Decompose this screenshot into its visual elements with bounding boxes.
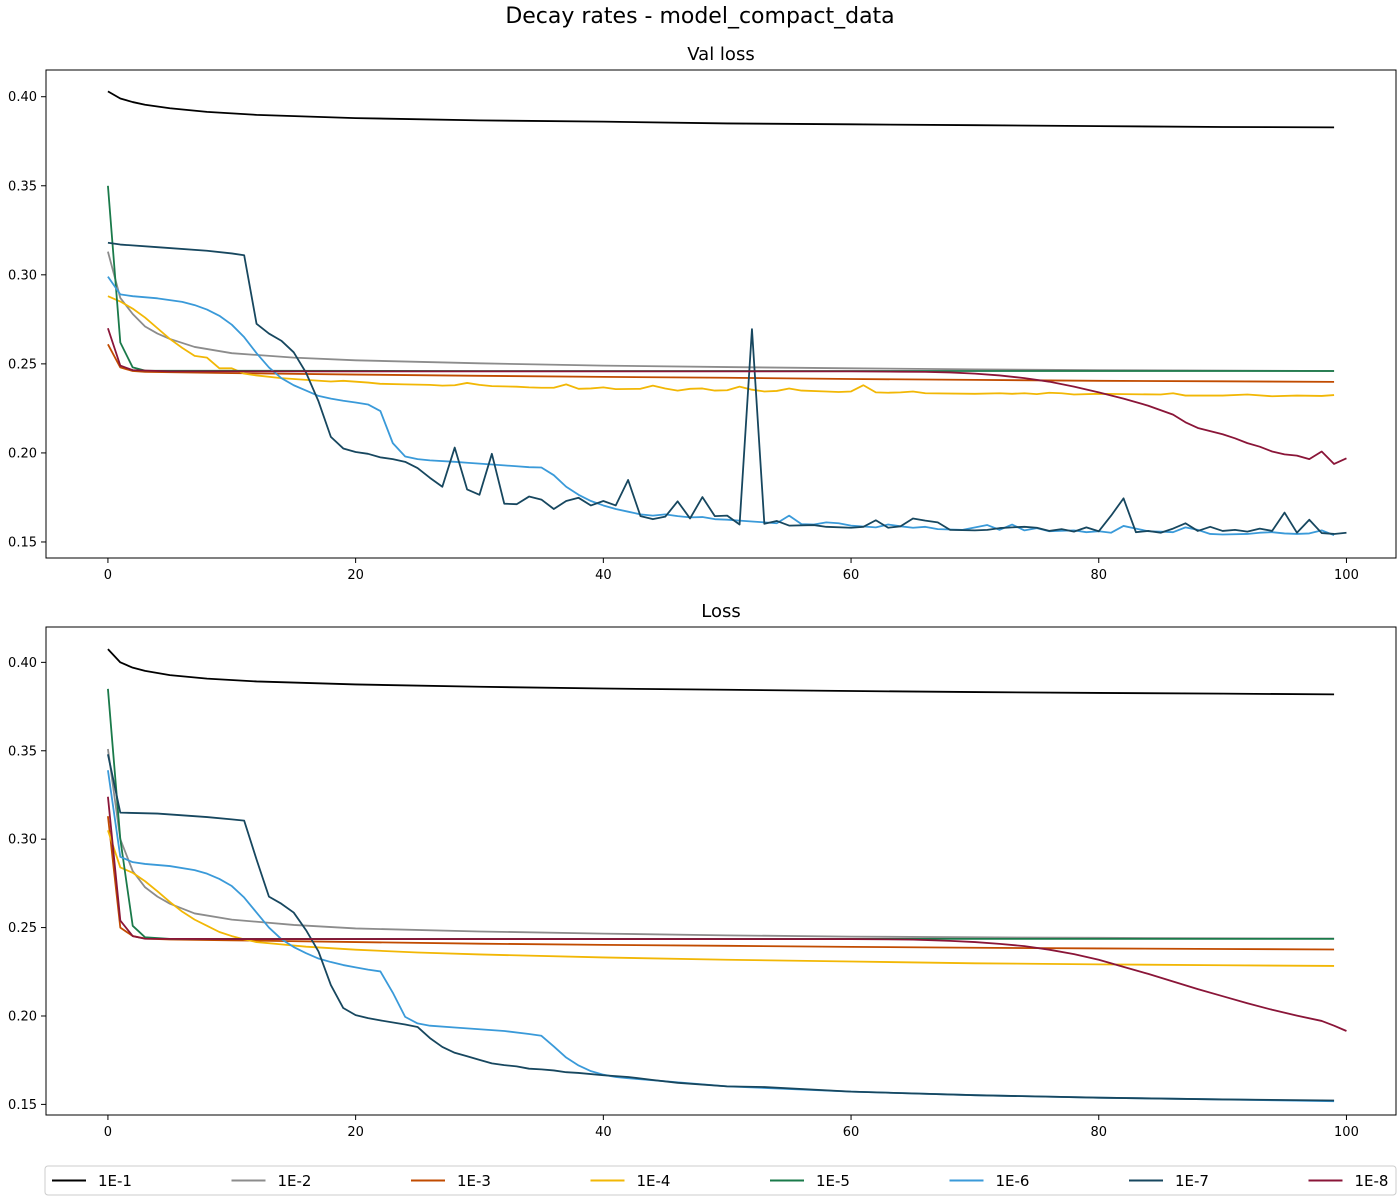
panel-0-y-tick-label-0-25: 0.25	[8, 357, 37, 372]
panel-1-y-tick-label-0-20: 0.20	[8, 1009, 37, 1024]
panel-0-series-line-1e-1	[107, 90, 1335, 129]
panel-0-axes-title: Val loss	[687, 44, 754, 65]
panel-0-y-tick-label-0-40: 0.40	[8, 90, 37, 105]
panel-0-y-tick-label-0-35: 0.35	[8, 179, 37, 194]
panel-1-axes-title: Loss	[701, 601, 740, 622]
panel-0-series-group	[107, 90, 1347, 537]
panel-1-series-line-1e-8	[107, 796, 1347, 1032]
legend-label-1e-1: 1E-1	[98, 1172, 132, 1190]
panel-0-series-line-1e-3	[107, 343, 1335, 383]
panel-1-y-tick-label-0-30: 0.30	[8, 833, 37, 848]
panel-1-series-group	[107, 648, 1347, 1103]
panel-0-y-tick-label-0-30: 0.30	[8, 268, 37, 283]
panel-1-series-line-1e-7	[107, 754, 1335, 1102]
panel-1-x-tick-label-0: 0	[104, 1125, 112, 1140]
panel-0-axes-frame	[45, 69, 1397, 559]
legend-frame	[44, 1165, 1397, 1196]
panel-0-x-tick-label-80: 80	[1090, 568, 1107, 583]
legend-label-1e-6: 1E-6	[996, 1172, 1030, 1190]
panel-1-series-line-1e-6	[107, 770, 1335, 1103]
figure-title: Decay rates - model_compact_data	[505, 4, 894, 29]
panel-1-x-tick-label-20: 20	[347, 1125, 364, 1140]
panel-1-x-tick-label-60: 60	[843, 1125, 860, 1140]
panel-0-series-line-1e-4	[107, 295, 1335, 398]
panel-1-axes-frame	[45, 626, 1397, 1116]
panel-0-y-tick-label-0-15: 0.15	[8, 535, 37, 550]
legend-label-1e-7: 1E-7	[1175, 1172, 1209, 1190]
legend: 1E-1 1E-2 1E-3 1E-4 1E-5 1E-6 1E-7 1E-8	[44, 1165, 1397, 1196]
panel-0-x-tick-label-40: 40	[595, 568, 612, 583]
panel-0-series-line-1e-2	[107, 251, 1335, 372]
panel-0-y-tick-label-0-20: 0.20	[8, 446, 37, 461]
legend-label-1e-8: 1E-8	[1355, 1172, 1389, 1190]
legend-label-1e-4: 1E-4	[637, 1172, 671, 1190]
panel-0-series-line-1e-5	[107, 185, 1335, 372]
panel-1-y-tick-label-0-40: 0.40	[8, 656, 37, 671]
panel-0-x-tick-label-0: 0	[104, 568, 112, 583]
legend-label-1e-2: 1E-2	[278, 1172, 312, 1190]
panel-1-series-line-1e-5	[107, 688, 1335, 940]
panel-0-x-tick-label-100: 100	[1334, 568, 1359, 583]
panel-1-series-line-1e-4	[107, 830, 1335, 967]
legend-label-1e-5: 1E-5	[816, 1172, 850, 1190]
legend-label-1e-3: 1E-3	[457, 1172, 491, 1190]
val-loss-axes: Val loss 0 20 40 60 80 100 0.15 0.20 0.25 0.30 0.35…	[8, 44, 1397, 583]
panel-1-y-tick-label-0-25: 0.25	[8, 921, 37, 936]
panel-1-series-line-1e-1	[107, 648, 1335, 696]
panel-1-x-tick-label-40: 40	[595, 1125, 612, 1140]
panel-1-y-tick-label-0-15: 0.15	[8, 1098, 37, 1113]
panel-1-x-tick-label-100: 100	[1334, 1125, 1359, 1140]
loss-axes: Loss 0 20 40 60 80 100 0.15 0.20 0.25 0.30 0.35 0.40	[8, 601, 1397, 1140]
panel-0-series-line-1e-8	[107, 327, 1347, 465]
panel-0-x-tick-label-20: 20	[347, 568, 364, 583]
panel-1-x-tick-label-80: 80	[1090, 1125, 1107, 1140]
panel-1-series-line-1e-2	[107, 748, 1335, 940]
panel-1-y-tick-label-0-35: 0.35	[8, 744, 37, 759]
panel-1-series-line-1e-3	[107, 816, 1335, 951]
panel-0-x-tick-label-60: 60	[843, 568, 860, 583]
panel-0-series-line-1e-7	[107, 241, 1347, 535]
